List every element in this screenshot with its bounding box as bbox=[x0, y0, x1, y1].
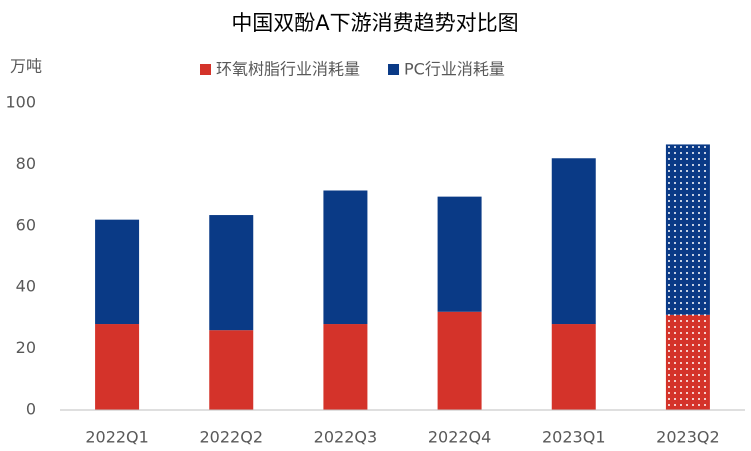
x-tick-label: 2022Q2 bbox=[200, 428, 264, 447]
y-tick-label: 20 bbox=[16, 338, 36, 357]
y-tick-label: 60 bbox=[16, 215, 36, 234]
y-tick-label: 80 bbox=[16, 154, 36, 173]
legend-swatch bbox=[388, 64, 400, 75]
legend-label: PC行业消耗量 bbox=[404, 60, 505, 79]
bar-segment bbox=[95, 219, 140, 325]
y-unit: 万吨 bbox=[10, 57, 42, 76]
bar-segment bbox=[323, 324, 368, 410]
bar-segment bbox=[437, 311, 482, 410]
legend-label: 环氧树脂行业消耗量 bbox=[216, 60, 360, 79]
y-tick-label: 40 bbox=[16, 277, 36, 296]
y-tick-label: 0 bbox=[26, 400, 36, 419]
y-tick-label: 100 bbox=[5, 93, 36, 112]
bar-segment bbox=[551, 158, 596, 325]
x-tick-label: 2022Q4 bbox=[428, 428, 492, 447]
x-tick-label: 2022Q1 bbox=[85, 428, 149, 447]
x-tick-label: 2023Q1 bbox=[542, 428, 606, 447]
x-tick-label: 2023Q2 bbox=[656, 428, 720, 447]
legend-swatch bbox=[200, 64, 211, 75]
bar-segment bbox=[95, 324, 140, 410]
bar-segment bbox=[437, 196, 482, 312]
bar-segment bbox=[665, 314, 710, 410]
bar-segment bbox=[323, 190, 368, 325]
bar-segment bbox=[665, 144, 710, 315]
x-tick-label: 2022Q3 bbox=[314, 428, 378, 447]
bar-segment bbox=[209, 215, 254, 331]
bar-segment bbox=[551, 324, 596, 410]
bar-segment bbox=[209, 330, 254, 410]
chart-title: 中国双酚A下游消费趋势对比图 bbox=[231, 11, 518, 35]
